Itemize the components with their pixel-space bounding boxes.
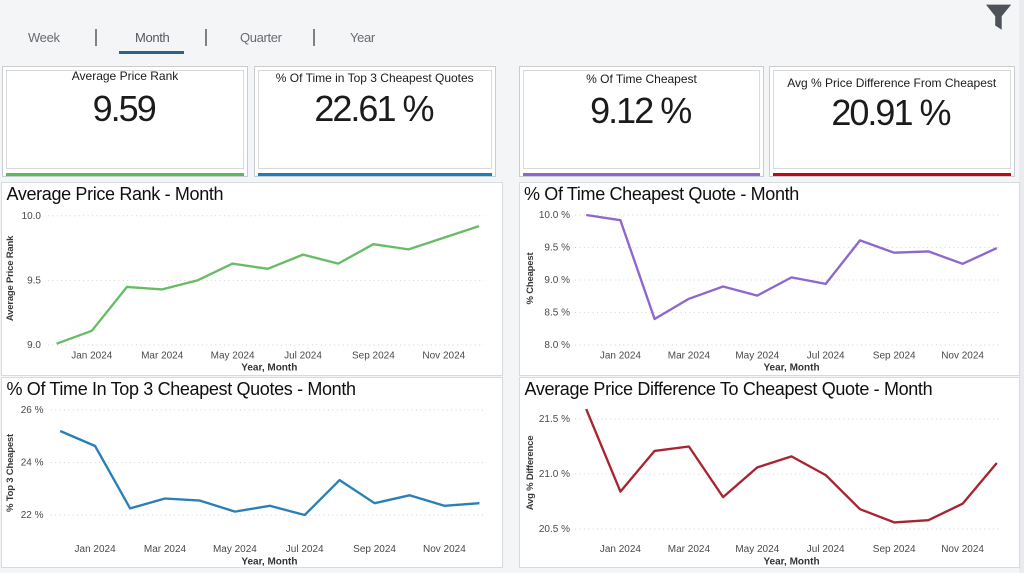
svg-text:Jan 2024: Jan 2024 bbox=[75, 544, 117, 555]
svg-text:Average Price Rank - Month: Average Price Rank - Month bbox=[7, 184, 224, 204]
svg-text:% Of Time Cheapest Quote - Mon: % Of Time Cheapest Quote - Month bbox=[524, 184, 799, 204]
svg-text:Jul 2024: Jul 2024 bbox=[807, 351, 845, 362]
svg-text:Average Price Difference To Ch: Average Price Difference To Cheapest Quo… bbox=[525, 379, 933, 399]
svg-text:May 2024: May 2024 bbox=[735, 544, 779, 555]
svg-text:Sep 2024: Sep 2024 bbox=[352, 351, 395, 362]
svg-text:Jul 2024: Jul 2024 bbox=[286, 544, 324, 555]
svg-text:20.5 %: 20.5 % bbox=[539, 524, 570, 535]
svg-text:Sep 2024: Sep 2024 bbox=[873, 351, 916, 362]
svg-text:9.5: 9.5 bbox=[27, 276, 41, 287]
svg-text:Mar 2024: Mar 2024 bbox=[668, 544, 711, 555]
svg-text:Avg % Difference: Avg % Difference bbox=[525, 436, 536, 511]
svg-text:10.0 %: 10.0 % bbox=[539, 210, 570, 221]
svg-text:Nov 2024: Nov 2024 bbox=[941, 351, 984, 362]
svg-text:9.5 %: 9.5 % bbox=[544, 243, 570, 254]
svg-text:Average Price Rank: Average Price Rank bbox=[5, 235, 16, 321]
svg-text:Nov 2024: Nov 2024 bbox=[422, 351, 465, 362]
svg-text:Year, Month: Year, Month bbox=[763, 556, 819, 567]
svg-text:9.0: 9.0 bbox=[27, 340, 41, 351]
svg-text:Mar 2024: Mar 2024 bbox=[141, 351, 184, 362]
svg-text:Jan 2024: Jan 2024 bbox=[600, 351, 642, 362]
svg-text:26 %: 26 % bbox=[21, 405, 44, 416]
svg-text:% Top 3 Cheapest: % Top 3 Cheapest bbox=[5, 433, 16, 512]
svg-text:% Of Time In Top 3 Cheapest Qu: % Of Time In Top 3 Cheapest Quotes - Mon… bbox=[7, 379, 356, 399]
svg-text:Mar 2024: Mar 2024 bbox=[144, 544, 187, 555]
svg-text:Year, Month: Year, Month bbox=[763, 363, 819, 374]
svg-text:May 2024: May 2024 bbox=[213, 544, 257, 555]
svg-text:Jul 2024: Jul 2024 bbox=[807, 544, 845, 555]
svg-text:8.0 %: 8.0 % bbox=[544, 340, 570, 351]
svg-text:Nov 2024: Nov 2024 bbox=[941, 544, 984, 555]
svg-text:Sep 2024: Sep 2024 bbox=[873, 544, 916, 555]
svg-text:21.0 %: 21.0 % bbox=[539, 469, 570, 480]
svg-text:% Cheapest: % Cheapest bbox=[525, 252, 536, 305]
svg-text:May 2024: May 2024 bbox=[735, 351, 779, 362]
svg-text:Mar 2024: Mar 2024 bbox=[668, 351, 711, 362]
svg-text:22 %: 22 % bbox=[21, 510, 44, 521]
svg-text:Nov 2024: Nov 2024 bbox=[423, 544, 466, 555]
svg-text:21.5 %: 21.5 % bbox=[539, 414, 570, 425]
svg-text:9.0 %: 9.0 % bbox=[544, 275, 570, 286]
svg-text:24 %: 24 % bbox=[21, 457, 44, 468]
svg-text:Sep 2024: Sep 2024 bbox=[353, 544, 396, 555]
svg-text:Jan 2024: Jan 2024 bbox=[600, 544, 642, 555]
svg-text:10.0: 10.0 bbox=[22, 211, 42, 222]
svg-text:8.5 %: 8.5 % bbox=[544, 308, 570, 319]
svg-text:Year, Month: Year, Month bbox=[241, 363, 297, 374]
svg-text:Jan 2024: Jan 2024 bbox=[71, 351, 113, 362]
svg-text:Jul 2024: Jul 2024 bbox=[284, 351, 322, 362]
svg-text:May 2024: May 2024 bbox=[211, 351, 255, 362]
svg-text:Year, Month: Year, Month bbox=[241, 556, 297, 567]
